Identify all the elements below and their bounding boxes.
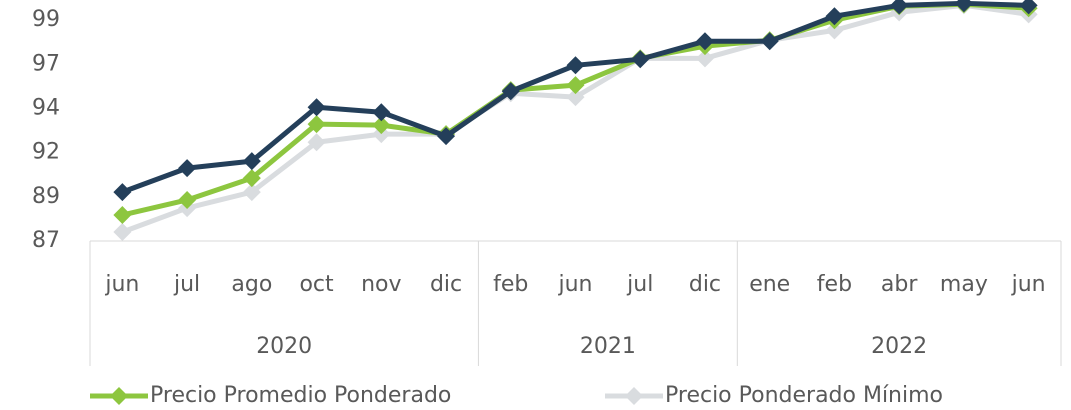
y-tick-label: 97 — [32, 51, 60, 76]
group-label: 2021 — [580, 334, 636, 359]
data-point — [372, 116, 391, 135]
data-point — [178, 190, 197, 209]
data-point — [307, 133, 326, 152]
x-tick-label: ago — [231, 272, 272, 297]
x-tick-label: feb — [493, 272, 528, 297]
data-point — [113, 206, 132, 225]
x-tick-label: jul — [173, 272, 200, 297]
x-tick-label: feb — [817, 272, 852, 297]
data-point — [242, 152, 261, 171]
x-tick-label: jun — [1011, 272, 1046, 297]
data-point — [372, 103, 391, 122]
data-point — [566, 88, 585, 107]
group-label: 2020 — [256, 334, 312, 359]
data-point — [307, 98, 326, 117]
data-point — [825, 21, 844, 40]
data-point — [890, 0, 909, 15]
data-point — [566, 76, 585, 95]
data-point — [954, 0, 973, 13]
legend-label: Precio Ponderado Mínimo — [665, 383, 943, 408]
y-tick-label: 87 — [32, 228, 60, 253]
data-point — [695, 49, 714, 68]
data-point — [178, 159, 197, 178]
x-tick-label: jul — [626, 272, 653, 297]
x-tick-label: abr — [881, 272, 918, 297]
data-point — [437, 127, 456, 146]
y-tick-label: 94 — [32, 96, 60, 121]
data-point — [113, 222, 132, 241]
data-point — [825, 7, 844, 26]
x-tick-label: jun — [558, 272, 593, 297]
data-point — [566, 56, 585, 75]
x-tick-label: dic — [430, 272, 462, 297]
x-tick-label: jun — [104, 272, 139, 297]
data-point — [695, 32, 714, 51]
x-tick-label: nov — [361, 272, 401, 297]
series-line — [121, 1, 1029, 218]
group-label: 2022 — [871, 334, 927, 359]
y-tick-label: 99 — [32, 7, 60, 32]
legend-marker — [625, 387, 643, 405]
legend-marker — [110, 387, 128, 405]
x-tick-label: ene — [749, 272, 790, 297]
x-tick-label: dic — [689, 272, 721, 297]
y-tick-label: 92 — [32, 140, 60, 165]
data-point — [501, 82, 520, 101]
data-point — [631, 50, 650, 69]
x-tick-label: oct — [299, 272, 334, 297]
data-point — [1019, 0, 1038, 15]
data-point — [242, 183, 261, 202]
data-point — [372, 125, 391, 144]
data-point — [113, 183, 132, 202]
data-point — [242, 169, 261, 188]
series-line — [121, 2, 1029, 235]
data-point — [307, 115, 326, 134]
x-tick-label: may — [940, 272, 988, 297]
y-tick-label: 89 — [32, 184, 60, 209]
data-point — [760, 32, 779, 51]
legend-label: Precio Promedio Ponderado — [150, 383, 451, 408]
